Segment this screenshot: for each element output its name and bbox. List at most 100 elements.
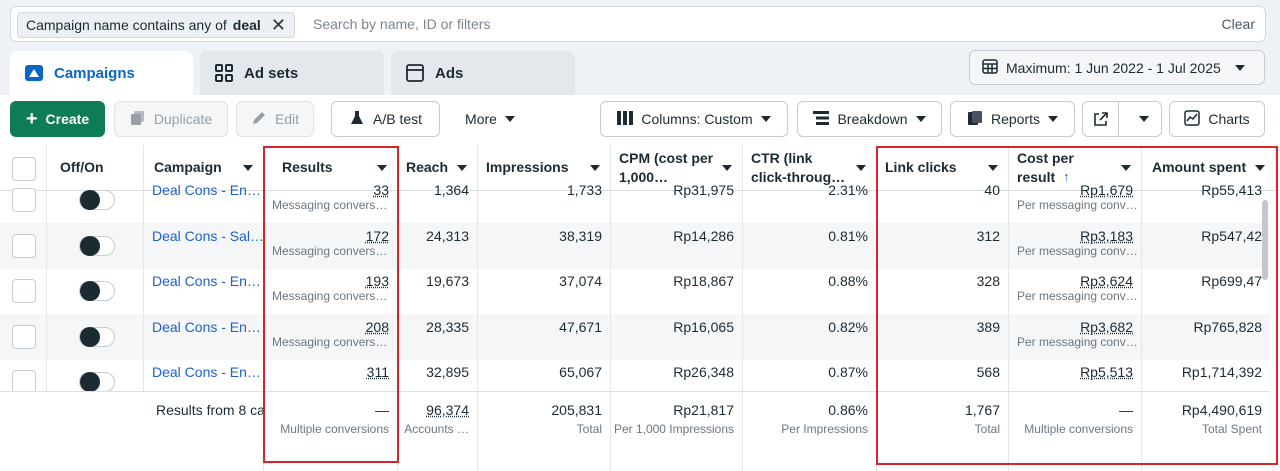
cell-value: 0.88% (828, 273, 868, 289)
cell-cpr: Rp3,624 Per messaging conv… (1009, 268, 1142, 314)
breakdown-button[interactable]: Breakdown (797, 101, 942, 137)
totals-spacer (0, 392, 144, 471)
row-checkbox[interactable] (12, 279, 36, 303)
tab-campaigns[interactable]: Campaigns (10, 51, 193, 95)
cell-ctr: 0.81% (743, 222, 877, 269)
clear-button[interactable]: Clear (1221, 16, 1255, 32)
close-icon[interactable]: ✕ (270, 15, 286, 35)
cell-value: 172 (365, 227, 389, 244)
column-label: Link clicks (885, 159, 957, 175)
columns-button[interactable]: Columns: Custom (600, 101, 788, 137)
export-dropdown[interactable] (1127, 116, 1161, 122)
cell-link-clicks: 328 (877, 268, 1009, 314)
cell-value: 1,364 (433, 182, 469, 198)
plus-icon: + (25, 108, 38, 130)
cell-subtext: Per messaging conv… (1017, 334, 1138, 349)
reports-button[interactable]: Reports (950, 101, 1075, 137)
campaign-name-link[interactable]: Deal Cons - En… (144, 313, 264, 360)
cell-ctr: 2.31% (743, 177, 877, 223)
charts-button[interactable]: Charts (1169, 101, 1265, 137)
row-toggle-cell (47, 177, 144, 223)
table-row[interactable]: Deal Cons - En… 208 Messaging convers… 28,3… (0, 313, 1270, 360)
cell-value: 24,313 (426, 227, 469, 244)
column-header-link-clicks[interactable]: Link clicks (877, 145, 1009, 191)
table-row[interactable]: Deal Cons - En… 33 Messaging convers… 1,364… (0, 177, 1270, 223)
row-checkbox[interactable] (12, 370, 36, 394)
table-row[interactable]: Deal Cons - En… 193 Messaging convers… 19,6… (0, 268, 1270, 314)
campaign-toggle[interactable] (79, 190, 115, 210)
export-icon[interactable] (1083, 102, 1119, 136)
breakdown-icon (813, 110, 830, 128)
chevron-down-icon (1255, 165, 1265, 171)
ads-window-icon (405, 63, 425, 83)
cell-impressions: 47,671 (478, 313, 611, 360)
cell-subtext: Per messaging conv… (1017, 243, 1138, 258)
chevron-down-icon (856, 165, 866, 171)
cell-value: 19,673 (426, 273, 469, 289)
totals-reach: 96,374 Accounts … (398, 392, 478, 471)
row-checkbox[interactable] (12, 233, 36, 258)
chevron-down-icon (1048, 116, 1059, 122)
campaign-toggle[interactable] (79, 372, 115, 392)
column-header-cpm[interactable]: CPM (cost per 1,000… (611, 145, 743, 191)
vertical-scrollbar[interactable] (1262, 200, 1268, 280)
cell-value: 2.31% (828, 182, 868, 198)
row-toggle-cell (47, 222, 144, 269)
row-checkbox[interactable] (12, 188, 36, 212)
totals-row: Results from 8 ca — Multiple conversions … (0, 391, 1270, 471)
edit-label: Edit (274, 111, 300, 127)
cell-value: Rp5,513 (1080, 364, 1133, 380)
campaign-toggle[interactable] (79, 326, 115, 347)
create-button[interactable]: + Create (10, 101, 105, 137)
column-header-amount-spent[interactable]: Amount spent (1142, 145, 1276, 191)
cell-value: Rp3,624 (1080, 273, 1133, 289)
cell-value: Rp1,714,392 (1181, 364, 1262, 380)
tab-ads[interactable]: Ads (391, 51, 575, 95)
cell-value: Rp699,47 (1201, 273, 1262, 289)
columns-label: Columns: Custom (641, 111, 753, 127)
filter-chip-value: deal (232, 17, 261, 33)
column-header-reach[interactable]: Reach (398, 145, 478, 191)
columns-icon (617, 110, 634, 128)
column-label: Off/On (60, 159, 104, 175)
campaign-name-link[interactable]: Deal Cons - En… (144, 268, 264, 314)
campaign-toggle[interactable] (79, 235, 115, 256)
campaign-toggle[interactable] (79, 281, 115, 301)
tab-ad-sets[interactable]: Ad sets (200, 51, 384, 95)
campaign-name-link[interactable]: Deal Cons - En… (144, 177, 264, 223)
cell-cpr: Rp1,679 Per messaging conv… (1009, 177, 1142, 223)
row-select-cell (0, 222, 47, 269)
table-row[interactable]: Deal Cons - Sal… 172 Messaging convers… 24,… (0, 222, 1270, 269)
totals-results: — Multiple conversions (264, 392, 398, 471)
cell-value: Rp3,183 (1080, 227, 1133, 244)
column-label: Cost per result (1017, 149, 1074, 185)
filter-chip[interactable]: Campaign name contains any of deal ✕ (17, 12, 295, 38)
totals-value: 1,767 (964, 402, 1000, 418)
more-button[interactable]: More (450, 101, 530, 137)
column-header-ctr[interactable]: CTR (link click-throug… (743, 145, 877, 191)
edit-button[interactable]: Edit (236, 101, 314, 137)
row-checkbox[interactable] (12, 324, 36, 349)
table-row[interactable]: Deal Cons - En… 311 32,895 65,067 Rp26,348 0.… (0, 359, 1270, 405)
select-all-checkbox[interactable] (12, 157, 36, 181)
filter-chip-prefix: Campaign name contains any of (26, 17, 227, 33)
row-toggle-cell (47, 268, 144, 314)
column-header-impressions[interactable]: Impressions (478, 145, 611, 191)
column-label: Amount spent (1152, 159, 1247, 175)
totals-label: Results from 8 ca (144, 392, 264, 471)
date-range-button[interactable]: Maximum: 1 Jun 2022 - 1 Jul 2025 (969, 50, 1265, 85)
search-input[interactable]: Search by name, ID or filters (313, 16, 491, 32)
cell-spent: Rp699,47 (1142, 268, 1270, 314)
campaign-name-link[interactable]: Deal Cons - Sal… (144, 222, 264, 269)
flask-icon (349, 110, 365, 129)
ab-test-button[interactable]: A/B test (331, 101, 440, 137)
breakdown-label: Breakdown (837, 111, 908, 127)
totals-sub: Total Spent (1201, 422, 1262, 436)
cell-reach: 28,335 (398, 313, 478, 360)
column-header-cost-per-result[interactable]: Cost per result ↑ (1009, 145, 1142, 191)
row-select-cell (0, 268, 47, 314)
totals-sub: Total (974, 422, 1000, 436)
date-range-label: Maximum: 1 Jun 2022 - 1 Jul 2025 (1006, 59, 1221, 76)
duplicate-button[interactable]: Duplicate (114, 101, 228, 137)
cell-value: 311 (366, 364, 389, 380)
